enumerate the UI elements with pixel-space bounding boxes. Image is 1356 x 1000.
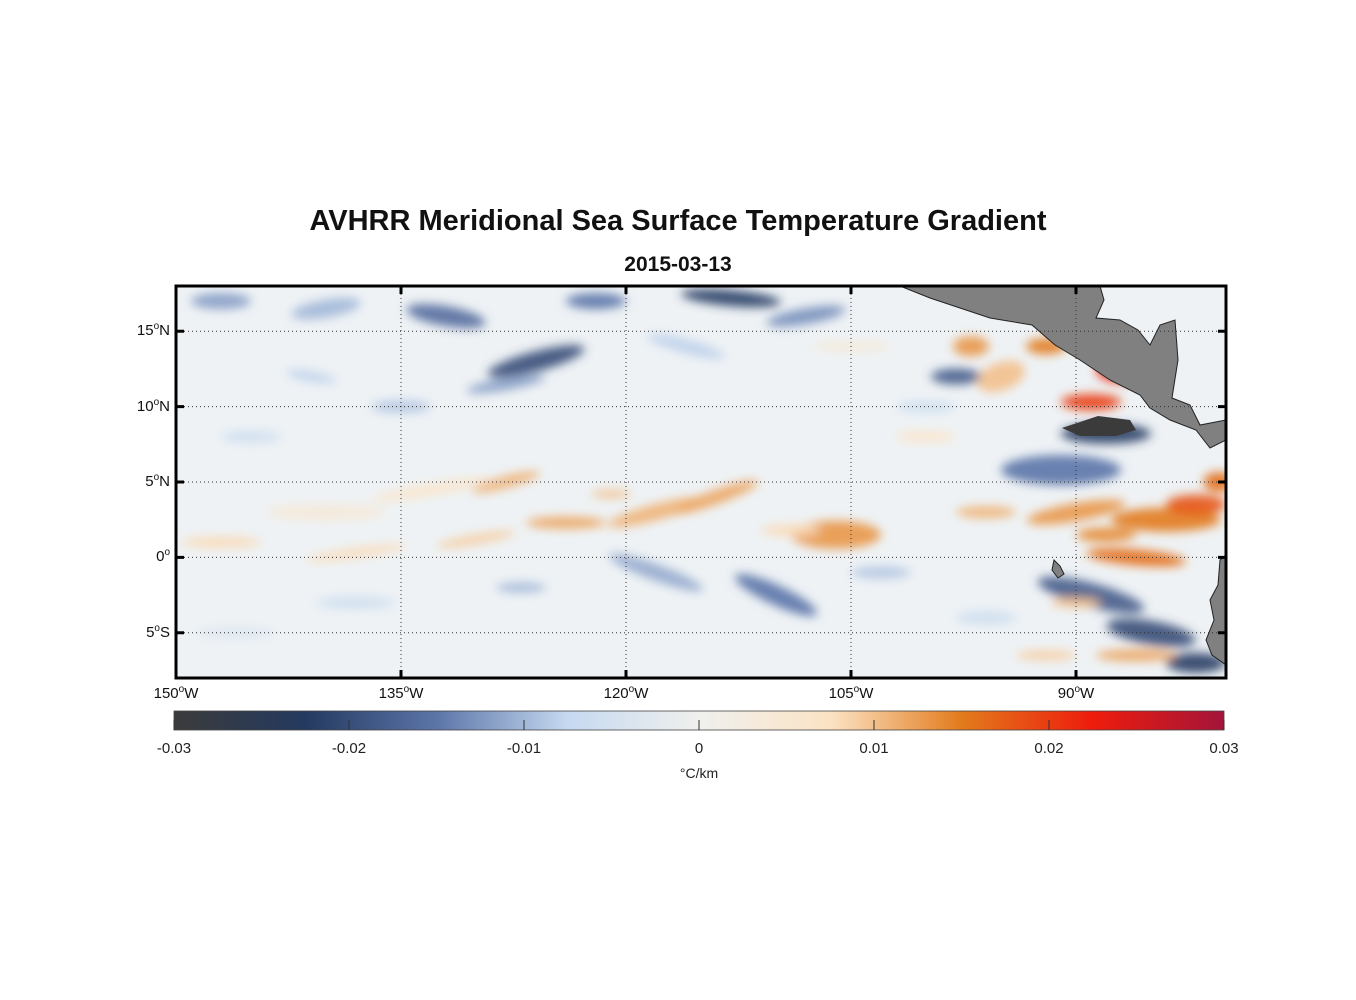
field-patch	[1203, 472, 1226, 492]
lon-label: 150oW	[153, 684, 199, 702]
field-patch	[496, 582, 546, 593]
field-patch	[956, 610, 1016, 625]
field-patch	[436, 530, 516, 548]
field-patch	[647, 333, 725, 359]
colorbar-tick-label: 0.03	[1209, 740, 1239, 757]
lon-label: 120oW	[603, 684, 649, 702]
colorbar-tick-label: -0.02	[331, 740, 367, 757]
land-mask	[899, 286, 1226, 666]
field-patch	[673, 480, 759, 514]
field-patch	[291, 297, 361, 320]
map-title: AVHRR Meridional Sea Surface Temperature…	[309, 205, 1047, 237]
lat-label: 5oS	[146, 622, 170, 641]
field-patch	[266, 504, 386, 521]
lon-label: 135oW	[378, 684, 424, 702]
field-patch	[181, 536, 261, 549]
field-patch	[472, 471, 540, 493]
map-subtitle: 2015-03-13	[624, 253, 732, 276]
field-patch	[931, 368, 981, 385]
field-patch	[1026, 499, 1126, 525]
field-patch	[526, 516, 606, 529]
field-patch	[1106, 618, 1196, 647]
field-patch	[953, 336, 989, 357]
colorbar-tick-label: -0.01	[506, 740, 542, 757]
field-patch	[896, 401, 956, 412]
field-patch	[956, 506, 1016, 519]
colorbar-unit: °C/km	[679, 765, 719, 781]
colorbar-tick-label: -0.03	[156, 740, 192, 757]
lat-label: 5oN	[145, 472, 170, 490]
field-patch	[977, 360, 1025, 393]
lat-label: 0o	[156, 547, 170, 566]
field-patch	[487, 345, 585, 378]
field-patch	[591, 490, 631, 499]
field-patch	[566, 293, 626, 310]
field-patch	[1166, 652, 1226, 673]
colorbar-tick-label: 0.02	[1034, 740, 1064, 757]
lat-label: 10oN	[136, 396, 170, 415]
field-patch	[191, 293, 251, 310]
field-patch	[681, 288, 781, 308]
frame-ticks	[174, 286, 1226, 678]
field-patch	[316, 596, 396, 609]
field-patch	[1061, 394, 1121, 411]
colorbar-tick-label: 0	[694, 740, 704, 757]
lon-label: 105oW	[828, 684, 874, 702]
colorbar	[173, 710, 1225, 731]
field-patch	[1001, 454, 1121, 485]
colorbar-tick-label: 0.01	[859, 740, 889, 757]
field-patch	[1076, 527, 1136, 542]
field-patch	[766, 305, 846, 327]
lon-label: 90oW	[1057, 684, 1095, 702]
field-patch	[306, 544, 406, 562]
field-patch	[466, 374, 546, 394]
field-patch	[406, 304, 486, 329]
field-patch	[1096, 649, 1176, 662]
field-patch	[1037, 576, 1145, 614]
field-patch	[608, 553, 704, 592]
field-patch	[286, 369, 336, 384]
field-patch	[1166, 494, 1226, 515]
lat-label: 15oN	[136, 321, 170, 340]
field-patch	[371, 477, 491, 502]
field-patch	[734, 574, 818, 617]
field-patch	[761, 524, 821, 537]
field-patch	[851, 566, 911, 579]
field-patch	[1016, 650, 1076, 661]
field-patch	[607, 497, 705, 528]
field-patch	[221, 430, 281, 443]
field-patch	[896, 430, 956, 443]
